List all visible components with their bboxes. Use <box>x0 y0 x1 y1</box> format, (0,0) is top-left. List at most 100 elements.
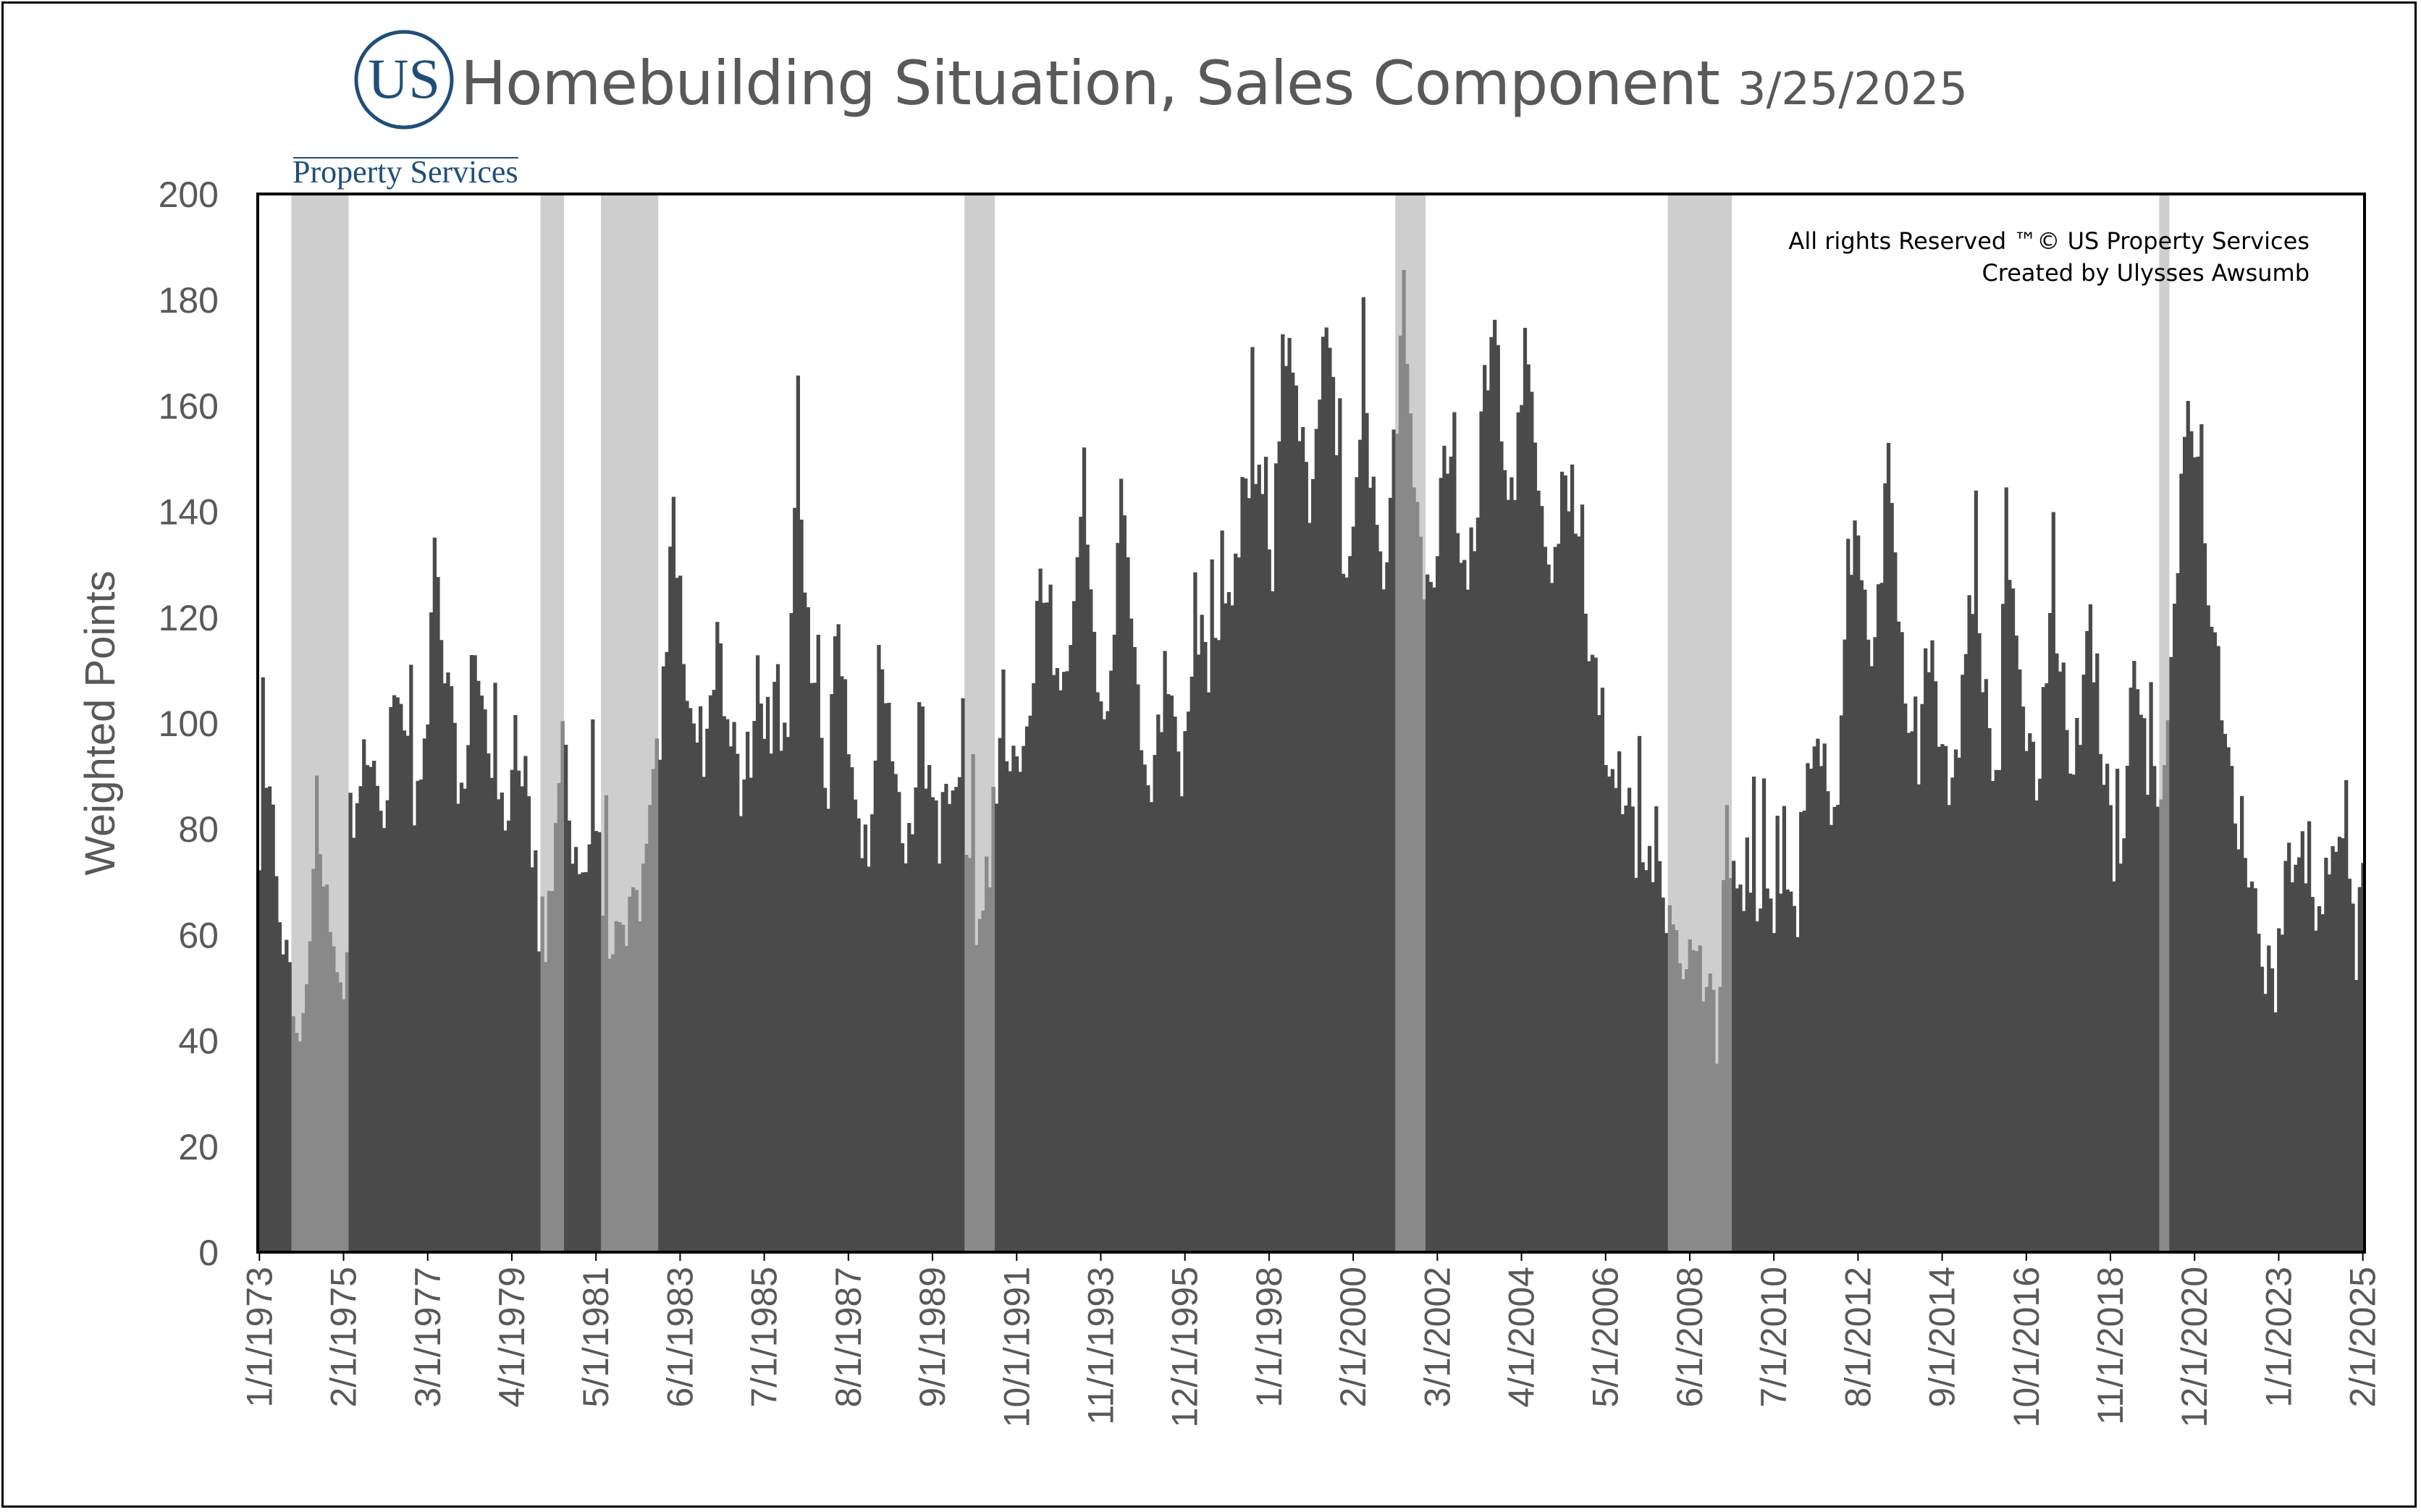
bar <box>988 887 992 1252</box>
bar <box>934 800 938 1252</box>
bar <box>1927 672 1931 1252</box>
bar <box>1371 476 1376 1252</box>
bar <box>689 708 693 1252</box>
bar <box>2014 635 2018 1252</box>
bar <box>651 769 656 1252</box>
y-tick-label: 20 <box>178 1127 219 1167</box>
bar <box>1849 575 1854 1252</box>
bar <box>691 723 696 1252</box>
bar <box>944 783 948 1252</box>
bar <box>2249 881 2254 1252</box>
x-tick-label: 6/1/1983 <box>660 1267 700 1408</box>
bar <box>1132 646 1137 1252</box>
plot-area-border <box>256 193 2366 1254</box>
bar <box>419 779 424 1252</box>
bar <box>1408 413 1413 1253</box>
bar <box>752 721 757 1252</box>
bar <box>846 754 851 1252</box>
bar <box>2243 858 2247 1252</box>
bar <box>2088 604 2093 1252</box>
bar <box>1055 668 1059 1252</box>
x-tick-label: 7/1/1985 <box>744 1267 785 1408</box>
bar <box>544 962 548 1252</box>
bar <box>1759 908 1763 1252</box>
bar <box>2327 874 2332 1252</box>
bar <box>1294 385 1299 1252</box>
bar <box>1957 757 1961 1252</box>
bar <box>281 954 285 1252</box>
bar <box>1284 366 1289 1253</box>
bar <box>1089 589 1093 1252</box>
bar <box>1418 536 1423 1252</box>
bar <box>1526 364 1531 1252</box>
bar <box>1112 634 1116 1252</box>
bar <box>2159 799 2163 1252</box>
bar <box>550 891 555 1252</box>
x-tick-label: 2/1/1975 <box>324 1267 364 1408</box>
bar <box>1244 478 1248 1252</box>
bar <box>1179 796 1184 1252</box>
bar <box>1368 487 1373 1253</box>
bar <box>1153 755 1157 1252</box>
bar <box>867 866 871 1252</box>
bar <box>1610 769 1614 1252</box>
bar <box>1677 963 1682 1252</box>
bar <box>2065 730 2069 1252</box>
recession-overlay <box>601 194 659 1252</box>
bar <box>332 946 336 1252</box>
bar <box>1856 535 1861 1252</box>
bar <box>1974 490 1979 1252</box>
bar <box>1445 473 1450 1252</box>
bar <box>348 793 353 1252</box>
bar <box>1166 693 1171 1252</box>
bar <box>1436 556 1440 1252</box>
bar <box>900 842 905 1252</box>
bar <box>2004 487 2008 1252</box>
bar <box>1190 676 1194 1252</box>
bar <box>671 497 676 1253</box>
bar <box>914 787 918 1252</box>
bar <box>1675 930 1679 1252</box>
bar <box>1987 728 1992 1252</box>
recession-overlay <box>964 194 995 1252</box>
bar <box>1620 814 1625 1252</box>
bar <box>1570 464 1575 1252</box>
bar <box>1260 494 1265 1252</box>
copyright-line-1: All rights Reserved ™© US Property Servi… <box>1788 227 2310 255</box>
bar <box>2223 733 2228 1252</box>
bar <box>2230 766 2234 1252</box>
bar <box>2112 881 2116 1252</box>
bar <box>476 680 481 1252</box>
bar <box>1587 661 1591 1252</box>
bar <box>1291 372 1295 1252</box>
bar <box>2000 604 2005 1252</box>
bar <box>1963 654 1969 1252</box>
bar <box>1079 517 1083 1252</box>
bar <box>2018 669 2022 1252</box>
bar <box>2226 747 2231 1252</box>
bar <box>1106 711 1110 1252</box>
bar <box>2206 605 2210 1252</box>
bar <box>628 896 632 1252</box>
bar <box>1203 641 1208 1252</box>
bar <box>1577 536 1581 1252</box>
bar <box>1782 806 1787 1252</box>
bar <box>658 759 662 1252</box>
bar <box>1126 557 1130 1252</box>
bar <box>2122 838 2126 1252</box>
bar <box>607 958 612 1252</box>
copyright-line-2: Created by Ulysses Awsumb <box>1982 259 2310 287</box>
bar <box>2196 456 2200 1252</box>
bar <box>277 922 282 1252</box>
x-tick-label: 9/1/1989 <box>912 1267 953 1408</box>
bar <box>345 952 350 1252</box>
bar <box>2145 795 2150 1252</box>
y-tick-label: 80 <box>178 809 219 850</box>
bar <box>1314 428 1318 1252</box>
bar <box>870 814 875 1252</box>
bar <box>594 831 599 1252</box>
bar <box>1011 746 1016 1252</box>
bar <box>1216 640 1221 1252</box>
bar <box>358 786 363 1252</box>
bar <box>1614 787 1618 1252</box>
